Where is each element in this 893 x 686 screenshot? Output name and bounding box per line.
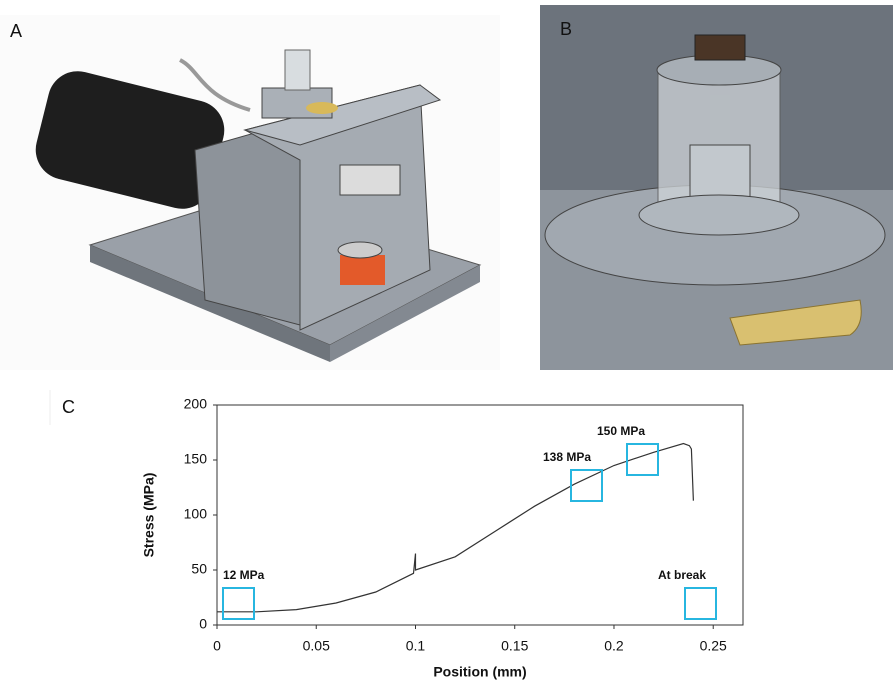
- y-axis-title: Stress (MPa): [141, 473, 157, 558]
- x-tick-label: 0.1: [406, 638, 426, 654]
- panel-label: C: [62, 397, 75, 417]
- page: {"panels": [{"label": "A"}, {"label": "B…: [0, 0, 893, 686]
- annotation-box: [223, 588, 254, 619]
- panel-label: B: [560, 19, 572, 39]
- annotation-box: [571, 470, 602, 501]
- y-tick-label: 150: [184, 451, 208, 467]
- y-tick-label: 100: [184, 506, 208, 522]
- x-tick-label: 0: [213, 638, 221, 654]
- x-axis-title: Position (mm): [433, 664, 526, 680]
- x-tick-label: 0.25: [700, 638, 727, 654]
- y-tick-label: 0: [199, 616, 207, 632]
- panel-b-image: [540, 5, 893, 370]
- x-tick-label: 0.05: [303, 638, 330, 654]
- figure: A B C 0 50 100 150 200 0 0.05 0.1 0.15 0.2 0.25 Pos…: [0, 0, 893, 686]
- x-tick-label: 0.15: [501, 638, 528, 654]
- panel-a-image: [0, 15, 500, 370]
- y-tick-label: 50: [191, 561, 207, 577]
- annotation-label: 150 MPa: [597, 424, 645, 438]
- annotation-label: 138 MPa: [543, 450, 591, 464]
- panel-label: A: [10, 21, 22, 41]
- plot-frame: [217, 405, 743, 625]
- chart: 0 50 100 150 200 0 0.05 0.1 0.15 0.2 0.25 Position …: [141, 396, 743, 680]
- data-line: [217, 444, 693, 612]
- annotation-box: [685, 588, 716, 619]
- x-tick-label: 0.2: [604, 638, 624, 654]
- annotation-label: At break: [658, 568, 706, 582]
- y-tick-label: 200: [184, 396, 208, 412]
- annotation-label: 12 MPa: [223, 568, 265, 582]
